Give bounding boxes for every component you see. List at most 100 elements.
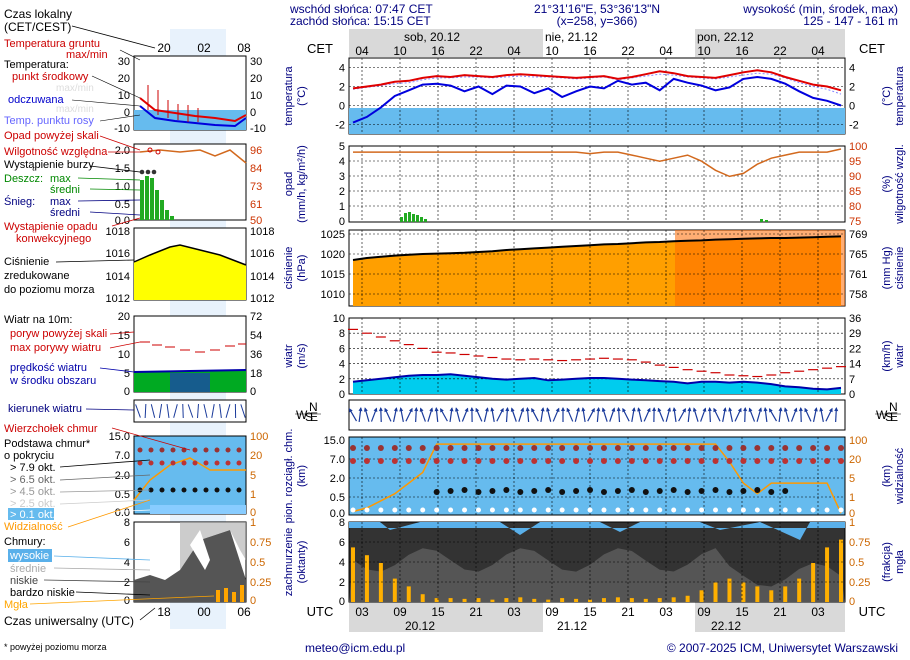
mini-wind-l-tick: 10 [118,349,130,361]
mini-cloud-dot [137,460,143,466]
wind-arrow [496,407,504,422]
precip-panel: 5 4 3 2 1 0 100 95 90 85 80 75 [339,141,867,228]
cloud-top-dot [363,445,370,451]
legend-temp-title: Temperatura: [4,59,69,71]
mini-cov-l-tick: 6 [124,537,130,549]
mini-cloud-dot [225,487,231,493]
cloud-top-dot [712,445,719,451]
cloud-top-dot [350,458,356,464]
temperature-line [352,69,842,92]
legend-cloud-mid: średnie [10,563,46,575]
cloud-l-tick: 15.0 [324,435,345,447]
mini-cloud-dot [236,487,242,493]
mini-temp-l-tick: -10 [114,123,130,135]
elevation-values: 125 - 147 - 161 m [803,14,898,28]
legend-okt-45: > 4.5 okt. [10,486,56,498]
wind-arrow [812,407,818,422]
cloud-base-dot [600,489,607,495]
mini-wind-arrow [197,403,199,419]
cloud-top-dot [726,445,733,451]
mini-cov-l-tick: 2 [124,577,130,589]
cloud-base-dot [517,507,523,513]
fog-bar [588,599,593,602]
compass-s: S [305,410,313,424]
cloud-top-dot [768,445,775,451]
cloud-top-dot [350,445,356,451]
mini-cloud-dot [225,460,231,466]
legend-conv2: konwekcyjnego [16,233,91,245]
cover-l-tick: 0 [339,596,345,608]
wind-arrow [722,407,727,422]
legend-utc-hour-1: 18 [157,605,171,619]
wind-speed-area [353,374,841,394]
tz-bottom-left: UTC [307,604,334,619]
axis-wind-ru: (km/h) [881,340,893,371]
fog-bar [462,598,467,602]
cloud-top-dot [545,458,552,464]
mini-cloud-l-tick: 0.5 [115,489,130,501]
legend-cloud-high: wysokie [9,550,49,562]
wind-l-tick: 8 [339,328,345,340]
legend-temp-mid-sub: max/min [56,83,94,94]
axis-wind-l: wiatr [283,344,295,369]
axis-wind-r: wiatr [894,344,906,369]
fog-r-tick: 0.75 [849,537,870,549]
mini-cloud-dot [159,447,165,453]
cloud-top-dot [656,458,663,464]
legend-cloud-vlow: bardzo niskie [10,587,75,599]
cloud-base-dot [503,507,509,513]
cloud-base-dot [614,488,621,494]
temp-l-tick: 4 [339,63,345,75]
mini-wind-arrow [203,404,208,418]
cloud-top-dot [810,445,817,451]
hour-top-7: 22 [621,44,635,58]
day-band-3 [695,29,845,57]
cover-l-tick: 4 [339,557,345,569]
cover-l-tick: 2 [339,577,345,589]
precip-l-tick: 3 [339,171,345,183]
timeline-bottom: UTC UTC 03 09 15 21 03 09 15 21 03 09 15 21 03 20.12… [307,602,885,633]
cloud-top-dot [377,458,384,464]
cloud-top-dot [782,458,789,464]
mini-cloud-dot [137,447,143,453]
day-label-2: nie, 21.12 [545,30,598,44]
cloud-base-dot [699,507,705,513]
cloud-top-dot [447,458,454,464]
cloud-top-dot [475,458,482,464]
cloud-top-dot [531,445,538,451]
cloud-base-dot [448,507,454,513]
hour-top-1: 10 [393,44,407,58]
cloud-base-dot [364,507,370,513]
temp-r-tick: 4 [849,63,855,75]
mini-temp-l-tick: 10 [118,90,130,102]
mini-pres-l-tick: 1014 [106,271,130,283]
hour-top-5: 10 [545,44,559,58]
cloud-base-dot [685,507,691,513]
coords-text: 21°31'16"E, 53°36'13"N [534,2,660,16]
mini-cloud-dot [203,487,209,493]
wind-arrow [378,407,383,423]
cloud-base-dot [433,489,440,495]
cloud-top-dot [698,458,705,464]
mini-prec-l-tick: 2.0 [115,145,130,157]
mini-cloud-dot [203,447,209,453]
footer-email[interactable]: meteo@icm.edu.pl [305,641,405,655]
cloud-base-dot [587,487,594,493]
cloud-base-dot [754,507,760,513]
day-band-2 [543,29,695,57]
axis-fog-r: mgła [894,549,906,574]
wind-arrow [643,407,651,422]
wind-r-tick: 36 [849,313,861,325]
cloud-base-dot [642,489,649,495]
hour-bottom-2: 15 [431,605,445,619]
cloud-top-dot [796,458,803,464]
sunrise-text: wschód słońca: 07:47 CET [289,2,433,16]
cloud-top-dot [559,445,566,451]
legend-temp-dew: Temp. punktu rosy [4,115,94,127]
mini-wind-arrow [150,404,156,418]
fog-bar [504,598,509,602]
legend-utc-hour-2: 00 [197,605,211,619]
wind-arrow [798,407,803,423]
fog-bar [476,598,481,602]
cloud-base-dot [462,507,468,513]
